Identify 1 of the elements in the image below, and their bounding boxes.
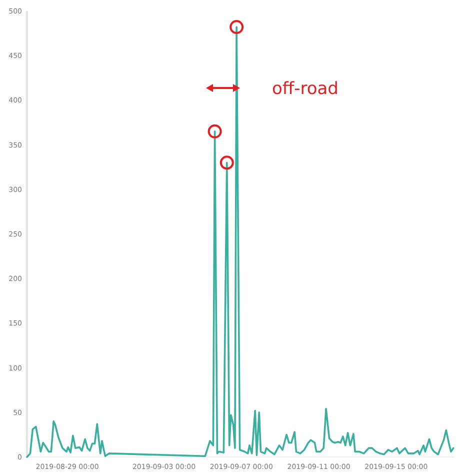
annotation: off-road — [272, 78, 338, 99]
